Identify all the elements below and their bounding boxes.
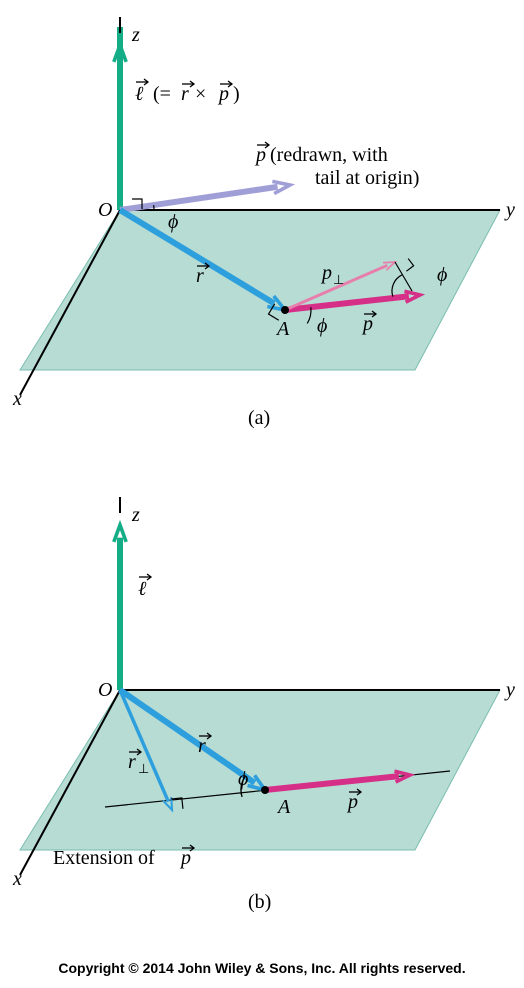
copyright-text: Copyright © 2014 John Wiley & Sons, Inc.…	[0, 960, 524, 976]
point-A-label-b: A	[276, 796, 291, 818]
svg-text:p: p	[217, 83, 229, 105]
point-A-label: A	[275, 318, 290, 340]
svg-text:r: r	[181, 83, 189, 105]
p-perp-label: p	[320, 262, 332, 284]
panel-b-caption: (b)	[248, 891, 271, 913]
ell-vector-label-b: ℓ	[138, 578, 147, 600]
origin-label-b: O	[98, 679, 112, 701]
phi-label-b: ϕ	[238, 768, 248, 790]
axis-y-label-b: y	[504, 679, 515, 701]
r-vector-label: r	[196, 265, 204, 287]
p-vector-label: p	[361, 313, 373, 335]
svg-text:(=: (=	[153, 83, 171, 105]
svg-text:⊥: ⊥	[333, 272, 344, 287]
phi-A-label: ϕ	[317, 315, 327, 337]
panel-a-caption: (a)	[248, 407, 270, 429]
p-redrawn-label: p	[254, 144, 266, 166]
r-perp-label: r	[128, 751, 136, 773]
axis-x-label-b: x	[12, 868, 22, 890]
axis-z-label-b: z	[131, 504, 140, 526]
phi-origin-label: ϕ	[168, 211, 178, 233]
svg-text:): )	[233, 83, 240, 105]
axis-z-label: z	[131, 24, 140, 46]
svg-text:×: ×	[195, 83, 206, 105]
p-vector-label-b: p	[346, 791, 358, 813]
svg-text:p: p	[179, 847, 191, 869]
r-vector-label-b: r	[198, 735, 206, 757]
svg-text:⊥: ⊥	[138, 761, 149, 776]
svg-text:(redrawn, with: (redrawn, with	[270, 144, 388, 166]
axis-x-label: x	[12, 388, 22, 410]
origin-label: O	[98, 199, 112, 221]
ell-vector-label: ℓ	[135, 83, 144, 105]
extension-label: Extension of	[53, 847, 155, 869]
svg-text:tail at origin): tail at origin)	[315, 167, 419, 189]
axis-y-label: y	[504, 199, 515, 221]
phi-tip-label: ϕ	[437, 264, 447, 286]
